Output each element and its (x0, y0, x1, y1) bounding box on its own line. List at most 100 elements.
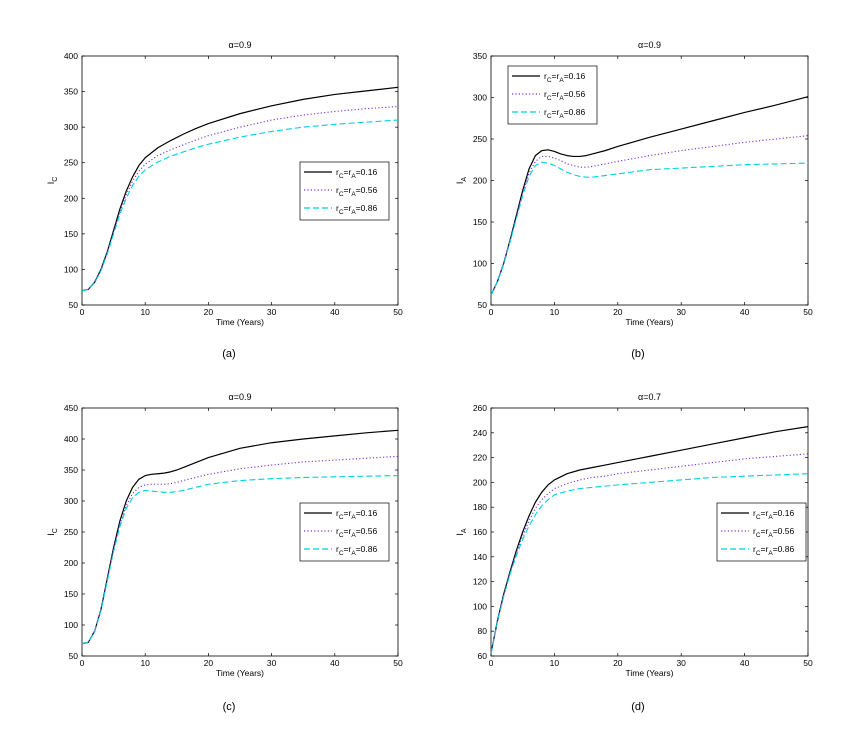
y-tick-label: 400 (64, 51, 78, 61)
x-axis-label: Time (Years) (216, 668, 264, 678)
x-tick-label: 30 (267, 307, 277, 317)
series-line-3 (490, 473, 809, 654)
x-axis-label: Time (Years) (216, 317, 264, 327)
x-tick-label: 0 (80, 307, 85, 317)
y-tick-label: 200 (473, 477, 487, 487)
y-axis-label: IA (455, 177, 468, 185)
chart-panel-d: 0 10 20 30 40 50 60 80 100 120 140 160 180 200 220 240 2… (455, 392, 813, 713)
y-axis-label-subscript: A (461, 528, 468, 533)
legend-sub-c: C (339, 532, 344, 539)
chart-title: α=0.9 (638, 40, 661, 50)
legend-r: r (544, 107, 547, 117)
legend-value: =0.16 (564, 71, 586, 81)
y-tick-label: 260 (473, 403, 487, 413)
legend-entry-label: rC=rA=0.86 (336, 203, 377, 216)
x-tick-label: 30 (267, 658, 277, 668)
series-line-3 (490, 161, 809, 296)
x-tick-label: 40 (330, 307, 340, 317)
legend-r: r (753, 526, 756, 536)
legend-eq: =r (761, 544, 769, 554)
x-tick-label: 40 (740, 658, 750, 668)
legend-sub-a: A (351, 173, 356, 180)
legend-entry-label: rC=rA=0.16 (336, 508, 377, 521)
legend-entry-label: rC=rA=0.56 (753, 526, 794, 539)
y-tick-label: 220 (473, 453, 487, 463)
y-axis-label-text: IA (455, 177, 468, 185)
series-line-3 (81, 119, 399, 292)
y-axis-label-main: I (455, 182, 465, 185)
legend-r: r (544, 89, 547, 99)
y-tick-label: 200 (64, 193, 78, 203)
legend-entry-label: rC=rA=0.16 (544, 71, 585, 84)
x-tick-label: 20 (613, 658, 623, 668)
panel-caption: (a) (222, 348, 235, 360)
y-axis-label-text: IC (46, 177, 59, 185)
legend-entry-label: rC=rA=0.16 (336, 167, 377, 180)
x-tick-label: 40 (740, 307, 750, 317)
chart-title: α=0.9 (229, 40, 252, 50)
y-tick-label: 120 (473, 577, 487, 587)
legend-eq: =r (344, 508, 352, 518)
legend-sub-a: A (768, 532, 773, 539)
legend-entry-label: rC=rA=0.16 (753, 508, 794, 521)
legend-r: r (336, 203, 339, 213)
y-axis-label-subscript: C (52, 177, 59, 182)
legend-sub-a: A (768, 514, 773, 521)
legend-r: r (753, 508, 756, 518)
legend-sub-c: C (756, 514, 761, 521)
panel-caption: (b) (631, 348, 644, 360)
legend-sub-a: A (559, 95, 564, 102)
y-axis-label: IA (455, 528, 468, 536)
legend-sub-a: A (351, 550, 356, 557)
y-tick-label: 200 (64, 558, 78, 568)
chart-title: α=0.9 (229, 392, 252, 402)
legend-r: r (753, 544, 756, 554)
legend-eq: =r (761, 526, 769, 536)
x-tick-label: 0 (80, 658, 85, 668)
legend-r: r (336, 526, 339, 536)
series-line-3 (81, 475, 399, 645)
panel-caption: (d) (631, 701, 644, 713)
legend-sub-c: C (339, 514, 344, 521)
legend-eq: =r (552, 71, 560, 81)
y-tick-label: 250 (64, 527, 78, 537)
y-tick-label: 200 (473, 176, 487, 186)
y-tick-label: 300 (64, 496, 78, 506)
y-axis-label-subscript: A (461, 177, 468, 182)
x-tick-label: 10 (550, 658, 560, 668)
legend-r: r (336, 167, 339, 177)
legend-value: =0.86 (773, 544, 795, 554)
legend-r: r (544, 71, 547, 81)
legend-r: r (336, 185, 339, 195)
legend-value: =0.56 (356, 185, 378, 195)
series-line-1 (490, 426, 809, 654)
y-axis-label-main: I (455, 533, 465, 536)
x-tick-label: 50 (803, 307, 813, 317)
legend-sub-a: A (351, 209, 356, 216)
y-tick-label: 160 (473, 527, 487, 537)
legend-sub-a: A (351, 532, 356, 539)
legend-eq: =r (344, 544, 352, 554)
x-tick-label: 20 (204, 658, 214, 668)
y-tick-label: 50 (69, 651, 79, 661)
y-axis-label-subscript: C (52, 528, 59, 533)
legend-value: =0.86 (356, 544, 378, 554)
series-line-2 (490, 135, 809, 296)
legend-sub-c: C (547, 95, 552, 102)
y-tick-label: 300 (64, 122, 78, 132)
legend-r: r (336, 508, 339, 518)
y-axis-label: IC (46, 528, 59, 536)
legend-value: =0.16 (356, 167, 378, 177)
y-axis-label-main: I (46, 182, 56, 185)
y-axis-label-text: IC (46, 528, 59, 536)
x-tick-label: 0 (489, 307, 494, 317)
chart-panel-b: 0 10 20 30 40 50 50 100 150 200 250 300 350 α=0.9 Time… (455, 40, 813, 360)
y-tick-label: 100 (64, 264, 78, 274)
series-line-1 (81, 86, 399, 292)
legend-entry-label: rC=rA=0.56 (544, 89, 585, 102)
